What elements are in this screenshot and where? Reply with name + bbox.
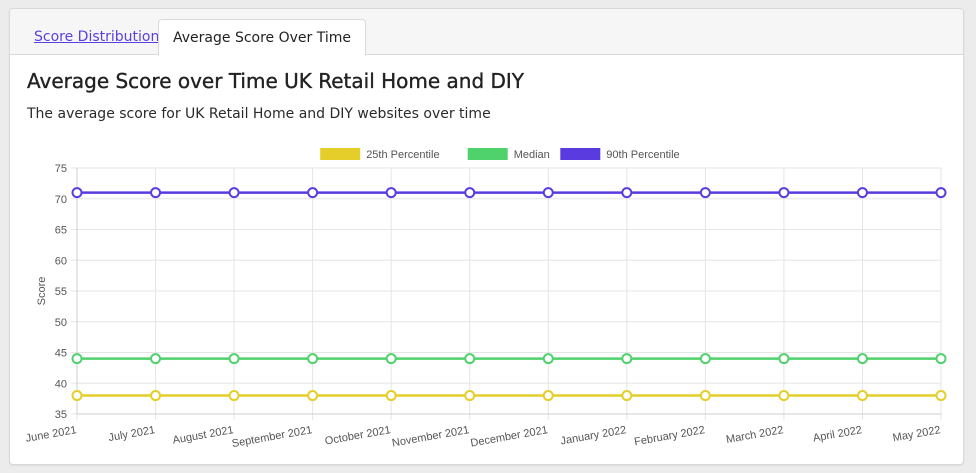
data-point <box>307 390 319 402</box>
data-point <box>856 187 868 199</box>
tab-score-distribution[interactable]: Score Distribution <box>34 29 160 45</box>
y-tick-label: 75 <box>55 163 67 175</box>
x-tick-label: January 2022 <box>560 424 628 447</box>
y-tick-label: 35 <box>55 409 67 421</box>
x-tick-label: September 2021 <box>231 424 313 450</box>
legend-swatch <box>320 148 361 160</box>
x-tick-label: July 2021 <box>108 424 156 444</box>
data-point <box>71 187 83 199</box>
y-tick-label: 60 <box>55 255 67 267</box>
x-tick-label: March 2022 <box>725 424 784 446</box>
data-point <box>150 353 162 365</box>
data-point <box>71 353 83 365</box>
x-tick-label: December 2021 <box>470 424 549 449</box>
y-tick-label: 45 <box>55 348 67 360</box>
data-point <box>385 353 397 365</box>
data-point <box>856 353 868 365</box>
legend-swatch <box>467 148 508 160</box>
data-point <box>778 187 790 199</box>
x-tick-label: April 2022 <box>812 424 863 444</box>
data-point <box>699 390 711 402</box>
data-point <box>778 390 790 402</box>
data-point <box>71 390 83 402</box>
data-point <box>464 353 476 365</box>
y-tick-label: 65 <box>55 225 67 237</box>
data-point <box>935 390 947 402</box>
data-point <box>150 187 162 199</box>
data-point <box>542 187 554 199</box>
tab-bar: Score Distribution Average Score Over Ti… <box>10 9 963 56</box>
data-point <box>307 353 319 365</box>
data-point <box>307 187 319 199</box>
x-tick-label: June 2021 <box>25 424 78 445</box>
data-point <box>699 353 711 365</box>
page-subtitle: The average score for UK Retail Home and… <box>27 106 491 122</box>
data-point <box>228 353 240 365</box>
x-tick-label: October 2021 <box>324 424 392 447</box>
tab-average-score-over-time[interactable]: Average Score Over Time <box>158 19 366 56</box>
data-point <box>699 187 711 199</box>
y-tick-label: 55 <box>55 286 67 298</box>
legend-swatch <box>560 148 601 160</box>
legend-label: 25th Percentile <box>366 149 439 161</box>
y-tick-label: 70 <box>55 194 67 206</box>
data-point <box>778 353 790 365</box>
data-point <box>856 390 868 402</box>
data-point <box>542 353 554 365</box>
x-tick-label: November 2021 <box>391 424 470 449</box>
page-title: Average Score over Time UK Retail Home a… <box>27 69 525 93</box>
y-axis-label: Score <box>36 277 48 306</box>
x-tick-label: August 2021 <box>172 424 235 447</box>
y-tick-label: 50 <box>55 317 67 329</box>
data-point <box>621 390 633 402</box>
data-point <box>935 353 947 365</box>
data-point <box>464 390 476 402</box>
data-point <box>228 390 240 402</box>
data-point <box>150 390 162 402</box>
data-point <box>542 390 554 402</box>
y-tick-label: 40 <box>55 378 67 390</box>
data-point <box>228 187 240 199</box>
legend-label: 90th Percentile <box>606 149 679 161</box>
data-point <box>385 187 397 199</box>
data-point <box>385 390 397 402</box>
x-tick-label: February 2022 <box>633 424 706 448</box>
data-point <box>621 187 633 199</box>
x-tick-label: May 2022 <box>892 424 942 444</box>
data-point <box>464 187 476 199</box>
data-point <box>621 353 633 365</box>
legend-label: Median <box>514 149 550 161</box>
chart-card: Score Distribution Average Score Over Ti… <box>9 8 964 465</box>
data-point <box>935 187 947 199</box>
